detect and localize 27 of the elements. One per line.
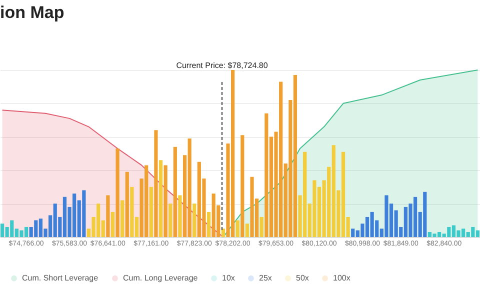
bar — [236, 220, 240, 237]
bar — [110, 212, 115, 237]
legend-label: 50x — [296, 273, 309, 282]
bar — [178, 195, 182, 237]
bar — [168, 204, 172, 237]
bar — [125, 172, 129, 237]
bar — [192, 204, 196, 237]
bar — [149, 186, 153, 237]
bar — [116, 148, 120, 237]
legend-label: Cum. Short Leverage — [22, 273, 99, 282]
bar — [158, 160, 163, 237]
chart-title: ion Map — [0, 3, 64, 22]
bar — [154, 130, 158, 237]
bar — [120, 200, 124, 237]
bar — [221, 228, 225, 237]
bar — [260, 216, 264, 237]
bar — [173, 146, 177, 237]
bar — [240, 135, 244, 237]
bar — [164, 165, 168, 237]
legend-label: 100x — [333, 273, 350, 282]
legend-label: 10x — [222, 273, 235, 282]
legend-label: 25x — [259, 273, 272, 282]
legend-label: Cum. Long Leverage — [123, 273, 198, 282]
annotation: Current Price: $78,724.80 — [176, 61, 268, 70]
bar — [245, 224, 250, 237]
bar — [206, 212, 211, 237]
bar — [106, 195, 110, 237]
